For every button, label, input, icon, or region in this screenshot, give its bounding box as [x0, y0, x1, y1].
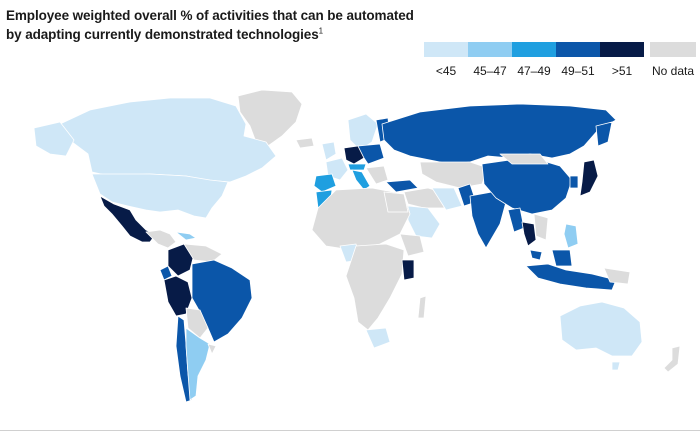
legend-swatch-47-49 — [512, 42, 556, 57]
legend-swatch-lt45 — [424, 42, 468, 57]
region-venezuela — [183, 243, 223, 263]
region-uruguay — [207, 343, 217, 355]
region-iran — [431, 187, 463, 211]
legend-label-45-47: 45–47 — [473, 64, 507, 78]
region-turkey — [385, 179, 419, 193]
region-indochina — [533, 213, 549, 241]
legend-swatch-49-51 — [556, 42, 600, 57]
region-central-europe — [357, 143, 385, 165]
region-south-korea — [569, 175, 579, 189]
region-south-africa — [365, 327, 391, 349]
region-peru — [163, 275, 193, 317]
region-kazakhstan — [419, 161, 489, 189]
region-germany — [343, 145, 365, 165]
region-united-kingdom — [321, 141, 337, 161]
chart-title: Employee weighted overall % of activitie… — [6, 6, 426, 44]
map-legend: <45 45–47 47–49 49–51 >51 No data — [424, 42, 696, 82]
region-austria — [347, 163, 367, 171]
title-line-1: Employee weighted overall % of activitie… — [6, 8, 414, 23]
region-myanmar — [507, 207, 525, 233]
region-far-east — [595, 121, 613, 147]
region-spain — [313, 173, 337, 193]
region-madagascar — [417, 295, 427, 319]
region-kenya — [401, 259, 415, 281]
legend-swatch-45-47 — [468, 42, 512, 57]
region-malaysia — [529, 249, 543, 261]
region-japan — [579, 159, 599, 197]
region-thailand — [521, 221, 537, 247]
legend-label-lt45: <45 — [435, 64, 457, 78]
region-papua — [603, 267, 631, 285]
region-mongolia — [499, 153, 549, 165]
region-new-zealand — [663, 345, 681, 373]
region-canada — [59, 97, 277, 183]
legend-swatch-no-data — [650, 42, 696, 57]
bottom-divider — [0, 430, 700, 431]
region-russia — [381, 103, 617, 165]
region-mexico — [99, 195, 157, 243]
region-central-america — [145, 229, 177, 249]
legend-label-49-51: 49–51 — [561, 64, 595, 78]
title-footnote-marker: 1 — [318, 26, 323, 36]
region-argentina — [185, 327, 211, 401]
region-saudi-arabia — [407, 205, 441, 239]
region-iceland — [295, 137, 315, 149]
legend-label-gt51: >51 — [611, 64, 633, 78]
region-alaska — [33, 121, 75, 157]
region-italy — [351, 169, 371, 191]
region-bolivia-paraguay — [185, 307, 209, 339]
legend-label-47-49: 47–49 — [517, 64, 551, 78]
region-greenland — [237, 89, 303, 147]
region-balkans — [365, 165, 389, 185]
legend-swatch-gt51 — [600, 42, 644, 57]
region-scandinavia — [347, 113, 379, 151]
region-caribbean — [175, 231, 197, 241]
region-egypt — [383, 191, 409, 213]
region-indonesia — [525, 263, 617, 291]
world-map — [33, 89, 681, 403]
region-borneo — [551, 249, 573, 267]
region-ecuador — [159, 265, 173, 281]
region-ethiopia — [399, 233, 425, 257]
region-australia — [559, 301, 643, 357]
region-philippines — [563, 223, 579, 249]
legend-label-no-data: No data — [651, 64, 695, 78]
region-tasmania — [611, 361, 621, 371]
title-line-2: by adapting currently demonstrated techn… — [6, 27, 319, 42]
region-chile — [175, 315, 193, 403]
region-united-states — [91, 173, 229, 219]
region-central-africa — [345, 243, 405, 331]
